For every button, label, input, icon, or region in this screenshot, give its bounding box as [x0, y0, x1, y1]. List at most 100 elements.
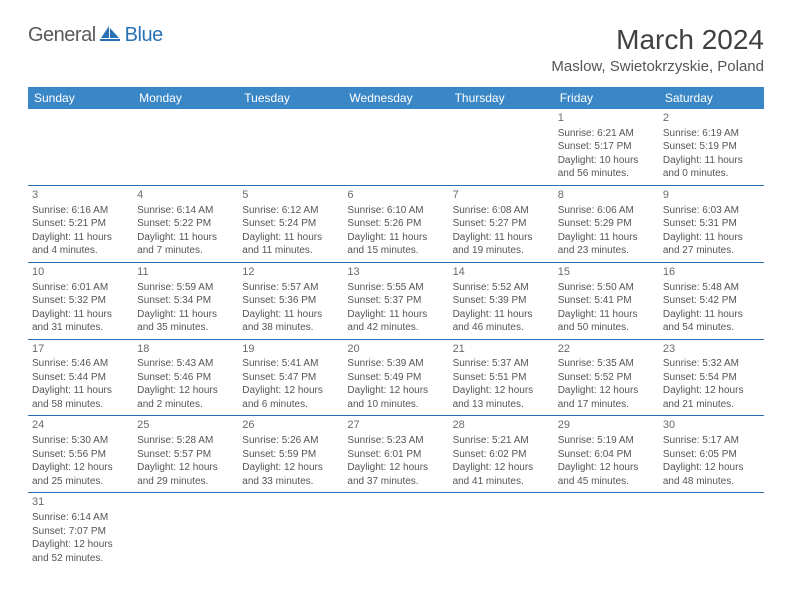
- page-title: March 2024: [551, 24, 764, 56]
- day-number: 7: [453, 188, 550, 203]
- cell-line: Sunrise: 6:16 AM: [32, 204, 129, 218]
- cell-line: Daylight: 12 hours: [242, 461, 339, 475]
- cell-line: Daylight: 12 hours: [137, 461, 234, 475]
- cell-line: Sunset: 7:07 PM: [32, 525, 129, 539]
- cell-line: Sunset: 5:31 PM: [663, 217, 760, 231]
- cell-line: Sunset: 5:44 PM: [32, 371, 129, 385]
- cell-line: Sunrise: 5:30 AM: [32, 434, 129, 448]
- cell-line: Daylight: 11 hours: [558, 308, 655, 322]
- calendar-cell: 18Sunrise: 5:43 AMSunset: 5:46 PMDayligh…: [133, 339, 238, 416]
- calendar-week: 31Sunrise: 6:14 AMSunset: 7:07 PMDayligh…: [28, 493, 764, 569]
- cell-line: and 52 minutes.: [32, 552, 129, 566]
- header: General Blue March 2024 Maslow, Swietokr…: [28, 24, 764, 75]
- day-number: 29: [558, 418, 655, 433]
- cell-line: Sunrise: 5:43 AM: [137, 357, 234, 371]
- cell-line: and 29 minutes.: [137, 475, 234, 489]
- cell-line: and 11 minutes.: [242, 244, 339, 258]
- cell-line: Sunrise: 5:19 AM: [558, 434, 655, 448]
- cell-line: Daylight: 12 hours: [453, 461, 550, 475]
- cell-line: Sunrise: 6:12 AM: [242, 204, 339, 218]
- cell-line: Sunset: 5:19 PM: [663, 140, 760, 154]
- calendar-week: 3Sunrise: 6:16 AMSunset: 5:21 PMDaylight…: [28, 185, 764, 262]
- day-number: 11: [137, 265, 234, 280]
- calendar-cell: 30Sunrise: 5:17 AMSunset: 6:05 PMDayligh…: [659, 416, 764, 493]
- cell-line: Daylight: 11 hours: [663, 308, 760, 322]
- day-number: 20: [347, 342, 444, 357]
- day-number: 1: [558, 111, 655, 126]
- cell-line: Daylight: 12 hours: [663, 384, 760, 398]
- calendar-cell: 23Sunrise: 5:32 AMSunset: 5:54 PMDayligh…: [659, 339, 764, 416]
- calendar-cell: 10Sunrise: 6:01 AMSunset: 5:32 PMDayligh…: [28, 262, 133, 339]
- cell-line: Sunrise: 6:10 AM: [347, 204, 444, 218]
- calendar-header-row: SundayMondayTuesdayWednesdayThursdayFrid…: [28, 87, 764, 109]
- cell-line: Sunrise: 5:46 AM: [32, 357, 129, 371]
- calendar-cell: 7Sunrise: 6:08 AMSunset: 5:27 PMDaylight…: [449, 185, 554, 262]
- cell-line: Sunset: 5:27 PM: [453, 217, 550, 231]
- calendar-cell: 24Sunrise: 5:30 AMSunset: 5:56 PMDayligh…: [28, 416, 133, 493]
- cell-line: and 27 minutes.: [663, 244, 760, 258]
- cell-line: Daylight: 12 hours: [663, 461, 760, 475]
- cell-line: Daylight: 10 hours: [558, 154, 655, 168]
- cell-line: and 48 minutes.: [663, 475, 760, 489]
- cell-line: Sunset: 5:39 PM: [453, 294, 550, 308]
- logo-text-general: General: [28, 24, 96, 47]
- calendar-body: 1Sunrise: 6:21 AMSunset: 5:17 PMDaylight…: [28, 109, 764, 569]
- day-number: 3: [32, 188, 129, 203]
- cell-line: Sunset: 5:46 PM: [137, 371, 234, 385]
- cell-line: Sunset: 6:01 PM: [347, 448, 444, 462]
- calendar-cell: 2Sunrise: 6:19 AMSunset: 5:19 PMDaylight…: [659, 109, 764, 185]
- cell-line: Daylight: 11 hours: [663, 154, 760, 168]
- calendar-cell: 26Sunrise: 5:26 AMSunset: 5:59 PMDayligh…: [238, 416, 343, 493]
- calendar-cell: 21Sunrise: 5:37 AMSunset: 5:51 PMDayligh…: [449, 339, 554, 416]
- cell-line: and 56 minutes.: [558, 167, 655, 181]
- day-header: Tuesday: [238, 87, 343, 109]
- calendar-cell: 15Sunrise: 5:50 AMSunset: 5:41 PMDayligh…: [554, 262, 659, 339]
- day-number: 17: [32, 342, 129, 357]
- cell-line: Sunset: 5:54 PM: [663, 371, 760, 385]
- cell-line: Sunrise: 5:35 AM: [558, 357, 655, 371]
- cell-line: Sunset: 5:57 PM: [137, 448, 234, 462]
- calendar-cell: 31Sunrise: 6:14 AMSunset: 7:07 PMDayligh…: [28, 493, 133, 569]
- cell-line: and 25 minutes.: [32, 475, 129, 489]
- cell-line: and 0 minutes.: [663, 167, 760, 181]
- cell-line: and 31 minutes.: [32, 321, 129, 335]
- day-number: 25: [137, 418, 234, 433]
- calendar-cell: [238, 109, 343, 185]
- cell-line: Sunset: 5:52 PM: [558, 371, 655, 385]
- cell-line: Daylight: 12 hours: [32, 538, 129, 552]
- cell-line: Daylight: 12 hours: [347, 384, 444, 398]
- cell-line: Sunset: 5:24 PM: [242, 217, 339, 231]
- day-number: 9: [663, 188, 760, 203]
- cell-line: Sunrise: 5:50 AM: [558, 281, 655, 295]
- cell-line: Daylight: 11 hours: [453, 231, 550, 245]
- calendar-cell: 28Sunrise: 5:21 AMSunset: 6:02 PMDayligh…: [449, 416, 554, 493]
- calendar-cell: 27Sunrise: 5:23 AMSunset: 6:01 PMDayligh…: [343, 416, 448, 493]
- cell-line: Daylight: 12 hours: [137, 384, 234, 398]
- calendar-table: SundayMondayTuesdayWednesdayThursdayFrid…: [28, 87, 764, 569]
- cell-line: Sunset: 5:59 PM: [242, 448, 339, 462]
- calendar-cell: 3Sunrise: 6:16 AMSunset: 5:21 PMDaylight…: [28, 185, 133, 262]
- day-header: Saturday: [659, 87, 764, 109]
- cell-line: Daylight: 12 hours: [453, 384, 550, 398]
- cell-line: Sunset: 5:56 PM: [32, 448, 129, 462]
- calendar-cell: 29Sunrise: 5:19 AMSunset: 6:04 PMDayligh…: [554, 416, 659, 493]
- day-header: Monday: [133, 87, 238, 109]
- cell-line: Sunrise: 5:57 AM: [242, 281, 339, 295]
- calendar-week: 10Sunrise: 6:01 AMSunset: 5:32 PMDayligh…: [28, 262, 764, 339]
- cell-line: and 4 minutes.: [32, 244, 129, 258]
- day-number: 23: [663, 342, 760, 357]
- calendar-week: 17Sunrise: 5:46 AMSunset: 5:44 PM Dayligh…: [28, 339, 764, 416]
- cell-line: Sunrise: 6:14 AM: [32, 511, 129, 525]
- calendar-cell: 9Sunrise: 6:03 AMSunset: 5:31 PMDaylight…: [659, 185, 764, 262]
- calendar-cell: [449, 493, 554, 569]
- cell-line: Sunset: 5:34 PM: [137, 294, 234, 308]
- cell-line: and 19 minutes.: [453, 244, 550, 258]
- calendar-cell: [28, 109, 133, 185]
- day-number: 30: [663, 418, 760, 433]
- day-number: 13: [347, 265, 444, 280]
- day-number: 5: [242, 188, 339, 203]
- cell-line: Sunrise: 5:37 AM: [453, 357, 550, 371]
- cell-line: Sunrise: 6:19 AM: [663, 127, 760, 141]
- cell-line: Sunset: 5:37 PM: [347, 294, 444, 308]
- logo: General Blue: [28, 24, 163, 47]
